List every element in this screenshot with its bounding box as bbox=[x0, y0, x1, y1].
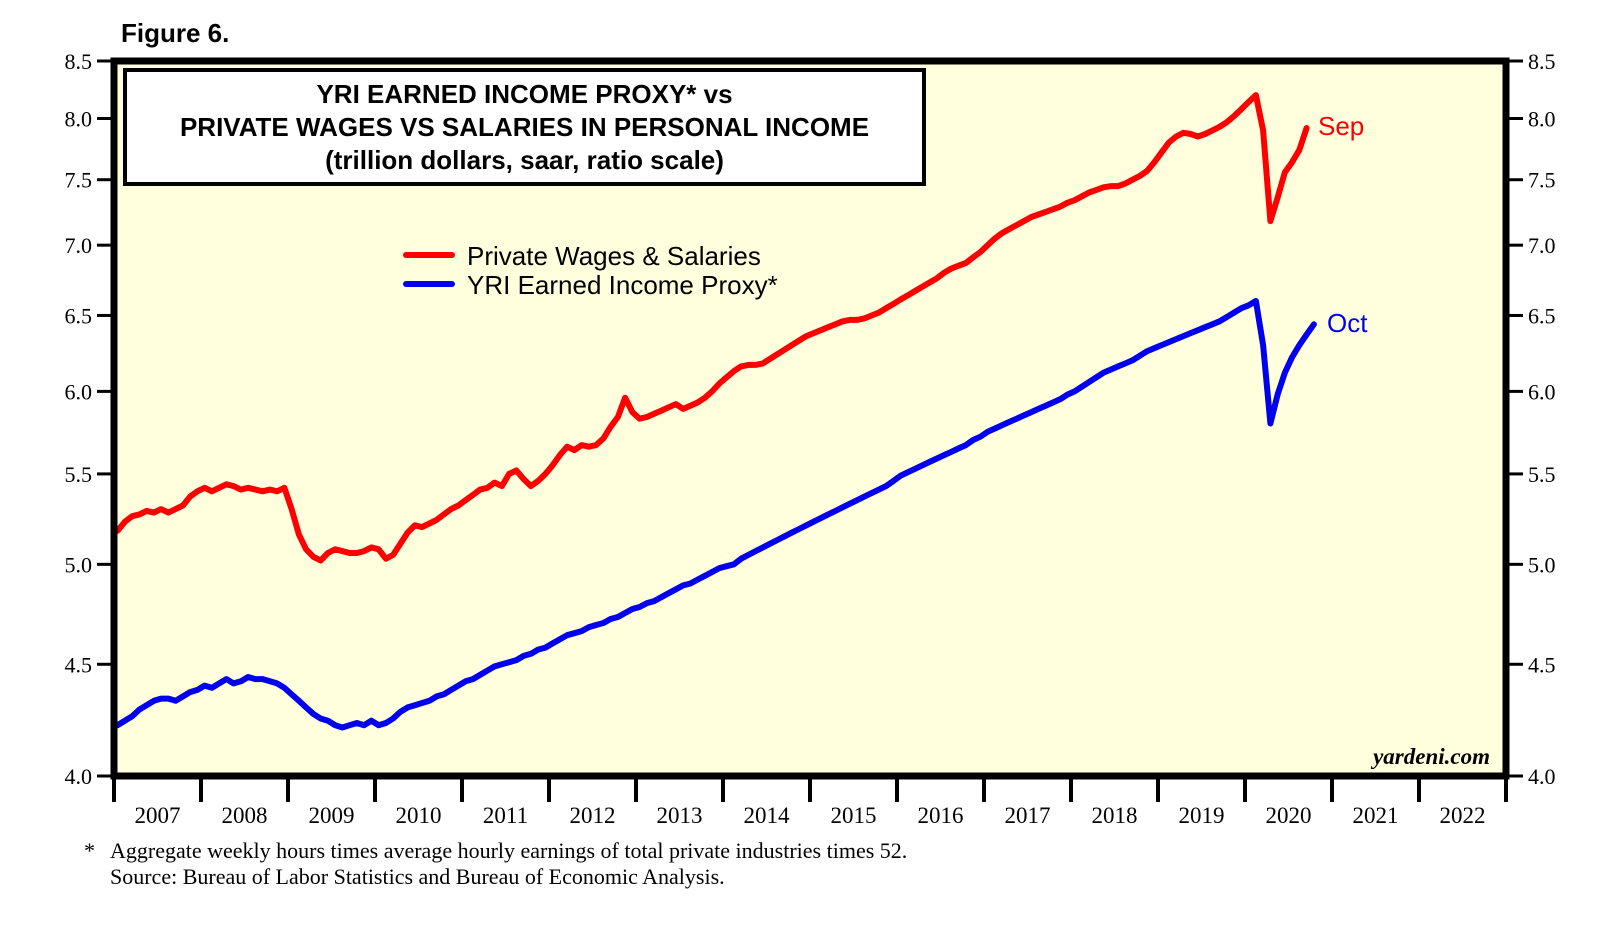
series-end-label-oct: Oct bbox=[1327, 308, 1368, 338]
y-axis-tick-label-left: 6.0 bbox=[65, 379, 93, 404]
x-axis-year-label: 2015 bbox=[831, 803, 877, 828]
x-axis-year-label: 2017 bbox=[1005, 803, 1051, 828]
y-axis-tick-label-left: 4.0 bbox=[65, 764, 93, 789]
x-axis-year-label: 2007 bbox=[135, 803, 181, 828]
y-axis-tick-label-left: 5.5 bbox=[65, 462, 93, 487]
legend-label-private-wages: Private Wages & Salaries bbox=[467, 241, 761, 271]
x-axis-year-label: 2008 bbox=[222, 803, 268, 828]
series-line-private-wages-salaries bbox=[114, 92, 1310, 564]
x-axis-year-label: 2010 bbox=[396, 803, 442, 828]
y-axis-tick-label-left: 5.0 bbox=[65, 552, 93, 577]
chart-title-line1: YRI EARNED INCOME PROXY* vs bbox=[316, 79, 733, 109]
y-axis-tick-label-left: 7.0 bbox=[65, 233, 93, 258]
series-line-yri-earned-income-proxy bbox=[114, 298, 1317, 731]
y-axis-tick-label-right: 6.0 bbox=[1528, 379, 1556, 404]
x-axis-year-label: 2020 bbox=[1266, 803, 1312, 828]
plot-frame bbox=[110, 57, 1510, 780]
y-axis-tick-label-right: 7.0 bbox=[1528, 233, 1556, 258]
y-axis-tick-label-right: 4.5 bbox=[1528, 652, 1556, 677]
legend-label-yri-proxy: YRI Earned Income Proxy* bbox=[467, 270, 778, 300]
watermark: yardeni.com bbox=[1373, 744, 1490, 769]
y-axis-tick-label-left: 6.5 bbox=[65, 303, 93, 328]
x-axis-year-label: 2009 bbox=[309, 803, 355, 828]
y-axis-tick-label-right: 6.5 bbox=[1528, 303, 1556, 328]
x-axis-year-label: 2013 bbox=[657, 803, 703, 828]
y-axis-tick-label-left: 7.5 bbox=[65, 168, 93, 193]
footnote-line2: Source: Bureau of Labor Statistics and B… bbox=[110, 864, 725, 889]
y-axis-tick-label-right: 8.5 bbox=[1528, 49, 1556, 74]
footnote-asterisk: * bbox=[84, 838, 95, 863]
x-axis-year-label: 2014 bbox=[744, 803, 791, 828]
footnote-line1: Aggregate weekly hours times average hou… bbox=[110, 838, 908, 863]
chart-title-line3: (trillion dollars, saar, ratio scale) bbox=[325, 145, 724, 175]
legend-swatch-red-line-icon bbox=[403, 252, 455, 258]
series-end-label-sep: Sep bbox=[1318, 111, 1365, 141]
x-axis-year-label: 2019 bbox=[1179, 803, 1225, 828]
x-axis-year-label: 2018 bbox=[1092, 803, 1138, 828]
chart-title-line2: PRIVATE WAGES VS SALARIES IN PERSONAL IN… bbox=[179, 112, 870, 142]
x-axis-year-label: 2012 bbox=[570, 803, 616, 828]
y-axis-tick-label-left: 4.5 bbox=[65, 652, 93, 677]
legend-swatch-blue-line-icon bbox=[403, 281, 455, 287]
y-axis-tick-label-left: 8.0 bbox=[65, 107, 93, 132]
x-axis-year-label: 2011 bbox=[483, 803, 528, 828]
chart-title-box: YRI EARNED INCOME PROXY* vs PRIVATE WAGE… bbox=[123, 68, 926, 186]
y-axis-tick-label-right: 5.0 bbox=[1528, 552, 1556, 577]
x-axis-year-label: 2021 bbox=[1353, 803, 1399, 828]
y-axis-tick-label-right: 7.5 bbox=[1528, 168, 1556, 193]
y-axis-tick-label-right: 5.5 bbox=[1528, 462, 1556, 487]
x-axis-year-label: 2016 bbox=[918, 803, 964, 828]
y-axis-tick-label-right: 4.0 bbox=[1528, 764, 1556, 789]
y-axis-tick-label-right: 8.0 bbox=[1528, 107, 1556, 132]
x-axis-year-label: 2022 bbox=[1440, 803, 1486, 828]
figure-label: Figure 6. bbox=[121, 18, 230, 48]
y-axis-tick-label-left: 8.5 bbox=[65, 49, 93, 74]
